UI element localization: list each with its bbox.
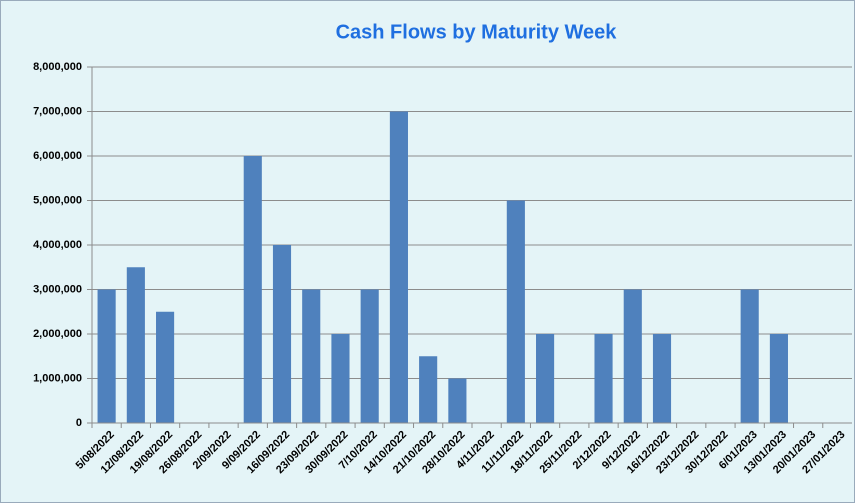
bar: [302, 289, 321, 423]
bar: [126, 267, 145, 423]
y-tick-label: 2,000,000: [33, 328, 82, 340]
y-tick-label: 0: [76, 417, 82, 429]
bar: [156, 311, 175, 423]
bar: [331, 334, 350, 423]
chart-title: Cash Flows by Maturity Week: [336, 21, 618, 43]
bar: [594, 334, 613, 423]
y-tick-label: 4,000,000: [33, 239, 82, 251]
bar: [536, 334, 555, 423]
bar: [506, 200, 525, 423]
bar: [448, 378, 467, 423]
bar: [389, 111, 408, 423]
bar: [360, 289, 379, 423]
bar: [97, 289, 116, 423]
bar: [652, 334, 672, 423]
y-tick-label: 6,000,000: [33, 150, 82, 162]
y-tick-label: 3,000,000: [33, 283, 82, 295]
bar: [623, 289, 642, 423]
bar: [243, 156, 262, 423]
y-tick-label: 1,000,000: [33, 372, 82, 384]
bar: [272, 245, 292, 423]
y-tick-label: 8,000,000: [33, 61, 82, 73]
y-tick-label: 5,000,000: [33, 194, 82, 206]
bar: [740, 289, 759, 423]
y-tick-label: 7,000,000: [33, 105, 82, 117]
bar: [769, 334, 788, 423]
bar: [419, 356, 438, 423]
